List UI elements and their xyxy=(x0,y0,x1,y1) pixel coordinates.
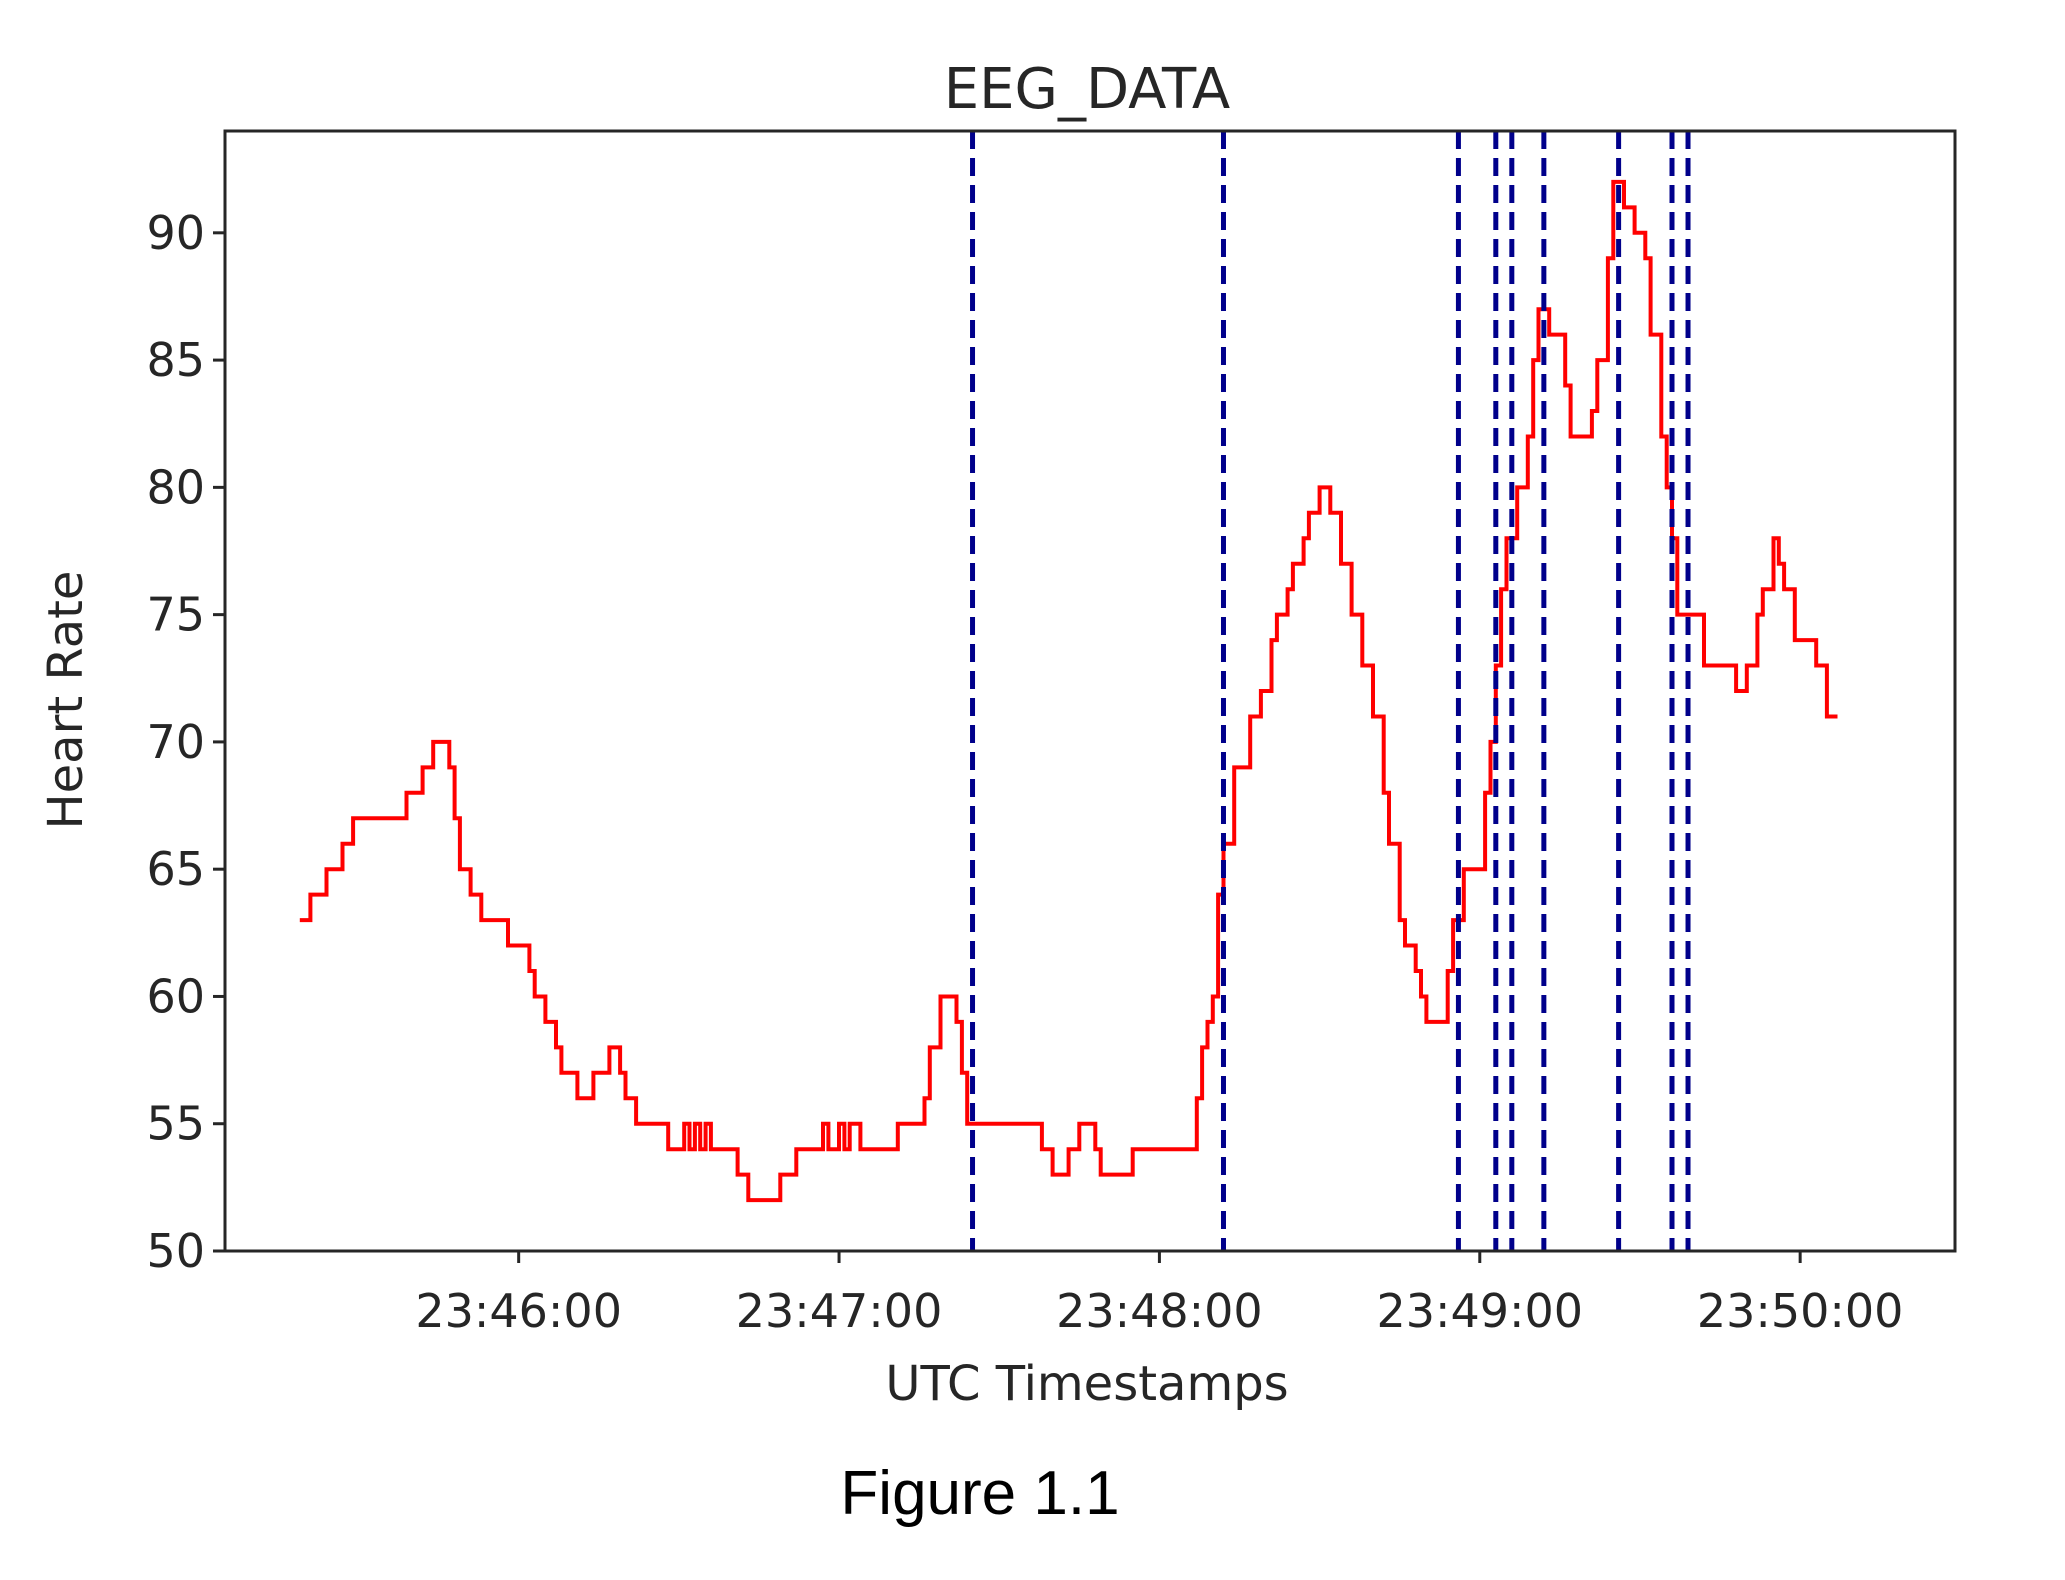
series-line-0 xyxy=(299,179,1838,1203)
chart-title: EEG_DATA xyxy=(944,57,1230,122)
x-tick-label-2: 23:48:00 xyxy=(1056,1284,1263,1338)
y-axis-label: Heart Rate xyxy=(38,571,94,830)
plot-frame xyxy=(223,129,1957,1253)
x-tick-label-3: 23:49:00 xyxy=(1376,1284,1583,1338)
y-tick-label-4: 70 xyxy=(146,715,205,769)
figure-caption: Figure 1.1 xyxy=(840,1459,1120,1528)
y-tick-label-0: 50 xyxy=(146,1224,205,1278)
y-tick-label-7: 85 xyxy=(146,333,205,387)
y-tick-label-2: 60 xyxy=(146,969,205,1023)
x-tick-label-0: 23:46:00 xyxy=(415,1284,622,1338)
y-tick-label-8: 90 xyxy=(146,206,205,260)
y-axis: 50 55 60 65 70 75 80 85 90 xyxy=(146,206,225,1278)
x-tick-label-1: 23:47:00 xyxy=(736,1284,943,1338)
x-axis: 23:46:00 23:47:00 23:48:00 23:49:00 23:50:00 xyxy=(415,1251,1903,1338)
y-tick-label-5: 75 xyxy=(146,588,205,642)
x-tick-label-4: 23:50:00 xyxy=(1697,1284,1904,1338)
x-axis-label: UTC Timestamps xyxy=(885,1356,1288,1412)
plot-area xyxy=(299,131,1838,1251)
y-tick-label-1: 55 xyxy=(146,1097,205,1151)
y-tick-label-3: 65 xyxy=(146,842,205,896)
y-tick-label-6: 80 xyxy=(146,460,205,514)
